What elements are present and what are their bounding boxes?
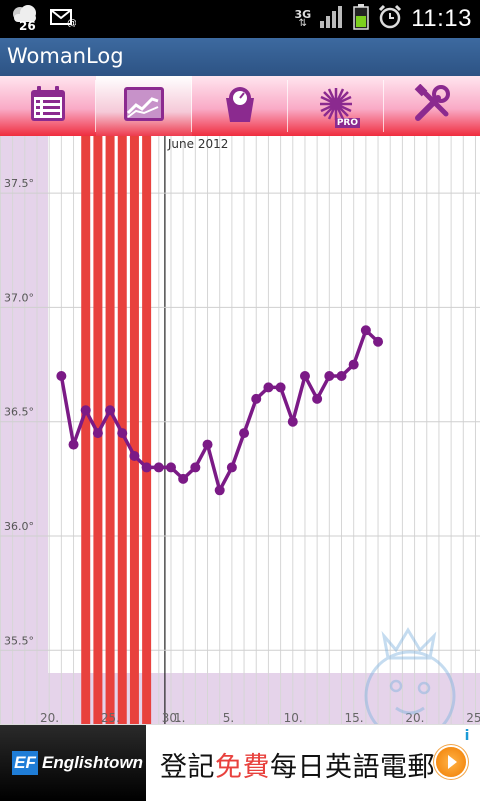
chart-left-band <box>0 136 48 724</box>
temperature-point <box>190 462 201 473</box>
chart-bottom-band <box>0 673 480 724</box>
y-tick-label: 37.5° <box>4 177 34 190</box>
tab-calendar[interactable] <box>0 76 96 136</box>
tools-icon <box>412 83 452 128</box>
temperature-point <box>129 451 140 461</box>
ad-brand-panel: EF Englishtown <box>0 725 146 801</box>
x-tick-label: 5. <box>223 711 234 724</box>
tab-chart[interactable] <box>96 76 192 136</box>
network-type-icon: 3G ⇅ <box>294 8 312 29</box>
temperature-chart[interactable]: 35.5° 36.0° 36.5° 37.0° 37.5° June 2012 20. 25.… <box>0 136 480 724</box>
ad-banner[interactable]: EF Englishtown 登記免費每日英語電郵 i <box>0 724 480 801</box>
tab-settings[interactable] <box>384 76 480 136</box>
tab-weight[interactable] <box>192 76 288 136</box>
temperature-point <box>214 485 225 496</box>
temperature-point <box>80 405 91 416</box>
pro-label: PRO <box>334 118 360 128</box>
temperature-point <box>287 416 298 427</box>
x-tick-label: 15. <box>345 711 364 724</box>
clock: 11:13 <box>411 5 472 32</box>
status-bar: 26 @ 3G ⇅ <box>0 0 480 38</box>
x-tick-label: 25. <box>101 711 120 724</box>
signal-icon <box>319 5 345 33</box>
email-icon: @ <box>50 7 77 31</box>
y-tick-label: 36.5° <box>4 406 34 419</box>
temperature-point <box>226 462 237 473</box>
weather-temp: 26 <box>19 19 36 33</box>
pro-icon: PRO <box>316 84 360 128</box>
temperature-point <box>202 439 213 450</box>
x-tick-label: 20. <box>405 711 424 724</box>
ef-logo: EF <box>12 751 38 775</box>
temperature-point <box>312 393 323 404</box>
x-tick-label: 30. <box>162 711 181 724</box>
app-title: WomanLog <box>7 44 124 68</box>
temperature-point <box>105 405 116 416</box>
ad-go-button[interactable] <box>436 747 466 777</box>
ad-info-icon[interactable]: i <box>464 728 470 744</box>
temperature-point <box>153 462 164 473</box>
temperature-point <box>178 473 189 484</box>
temperature-point <box>92 428 103 439</box>
temperature-point <box>117 428 128 439</box>
x-tick-label: 10. <box>284 711 303 724</box>
baby-watermark-icon <box>364 627 456 724</box>
app-title-bar: WomanLog <box>0 38 480 76</box>
tab-pro[interactable]: PRO <box>288 76 384 136</box>
temperature-point <box>299 371 310 381</box>
alarm-icon <box>377 4 403 34</box>
temperature-point <box>251 393 262 404</box>
temperature-point <box>239 428 250 439</box>
y-tick-label: 36.0° <box>4 520 34 533</box>
calendar-icon <box>28 85 68 127</box>
temperature-point <box>141 462 152 473</box>
tab-bar: PRO <box>0 76 480 136</box>
period-day-bar <box>105 136 115 724</box>
battery-icon <box>353 4 369 34</box>
period-day-bar <box>81 136 91 724</box>
temperature-point <box>336 371 347 381</box>
temperature-point <box>360 325 371 336</box>
chart-icon <box>122 85 166 127</box>
y-tick-label: 35.5° <box>4 634 34 647</box>
scale-icon <box>220 84 260 128</box>
y-tick-label: 37.0° <box>4 291 34 304</box>
ad-brand-name: Englishtown <box>42 753 144 772</box>
temperature-point <box>324 371 335 381</box>
x-tick-label: 25 <box>466 711 480 724</box>
weather-icon: 26 <box>8 4 40 34</box>
temperature-point <box>165 462 176 473</box>
period-day-bar <box>142 136 152 724</box>
svg-text:@: @ <box>67 18 76 27</box>
temperature-point <box>348 359 359 370</box>
x-tick-label: 20. <box>40 711 59 724</box>
temperature-point <box>373 336 384 347</box>
ad-text: 登記免費每日英語電郵 <box>160 752 435 783</box>
temperature-point <box>56 371 67 381</box>
x-tick-label: 1. <box>174 711 185 724</box>
temperature-point <box>68 439 79 450</box>
period-day-bar <box>129 136 139 724</box>
temperature-point <box>275 382 286 393</box>
temperature-point <box>263 382 274 393</box>
month-label: June 2012 <box>167 137 229 151</box>
